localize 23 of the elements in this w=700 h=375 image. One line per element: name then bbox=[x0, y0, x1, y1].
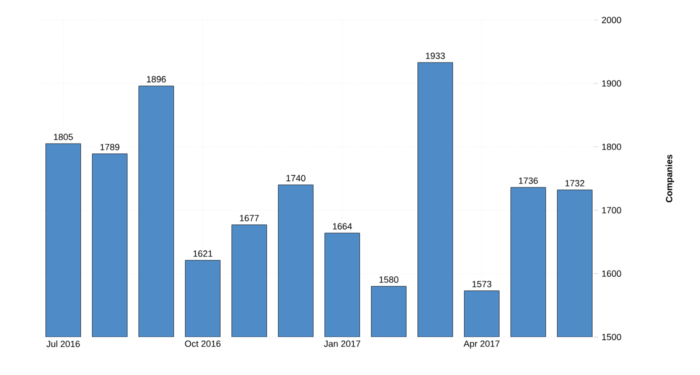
y-tick-label: 1900 bbox=[602, 80, 622, 87]
y-tick-label: 1800 bbox=[602, 144, 622, 150]
data-label: 1664 bbox=[332, 223, 352, 230]
x-tick-label: Jul 2016 bbox=[46, 340, 80, 348]
data-label: 1740 bbox=[286, 174, 306, 182]
data-label: 1732 bbox=[565, 180, 584, 186]
data-label: 1805 bbox=[54, 134, 73, 140]
y-tick-label: 2000 bbox=[602, 16, 622, 24]
data-label: 1621 bbox=[193, 250, 212, 257]
x-tick-label: Jan 2017 bbox=[324, 340, 360, 347]
x-tick-label: Apr 2017 bbox=[464, 340, 500, 349]
data-label: 1933 bbox=[426, 52, 445, 59]
data-label: 1677 bbox=[240, 214, 259, 222]
data-label: 1789 bbox=[100, 144, 120, 150]
data-label: 1580 bbox=[379, 276, 398, 283]
y-tick-label: 1500 bbox=[602, 334, 622, 340]
y-axis-title: Companies bbox=[666, 154, 674, 202]
data-label: 1736 bbox=[518, 178, 538, 184]
data-label: 1896 bbox=[146, 76, 166, 82]
x-tick-label: Oct 2016 bbox=[184, 340, 221, 347]
y-tick-label: 1700 bbox=[602, 207, 622, 214]
data-label: 1573 bbox=[472, 280, 492, 288]
y-tick-label: 1600 bbox=[602, 270, 622, 277]
